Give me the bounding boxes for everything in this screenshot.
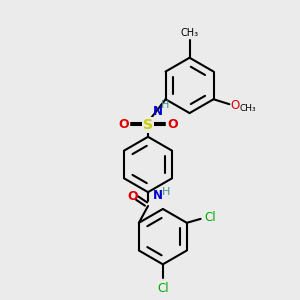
Text: O: O [167, 118, 178, 131]
Text: H: H [160, 100, 169, 110]
Text: CH₃: CH₃ [239, 103, 256, 112]
Text: H: H [162, 187, 170, 197]
Text: Cl: Cl [157, 282, 169, 295]
Text: CH₃: CH₃ [181, 28, 199, 38]
Text: S: S [143, 118, 153, 132]
Text: O: O [118, 118, 129, 131]
Text: N: N [153, 189, 163, 202]
Text: N: N [153, 105, 163, 118]
Text: Cl: Cl [205, 212, 216, 224]
Text: O: O [230, 99, 240, 112]
Text: O: O [127, 190, 137, 202]
